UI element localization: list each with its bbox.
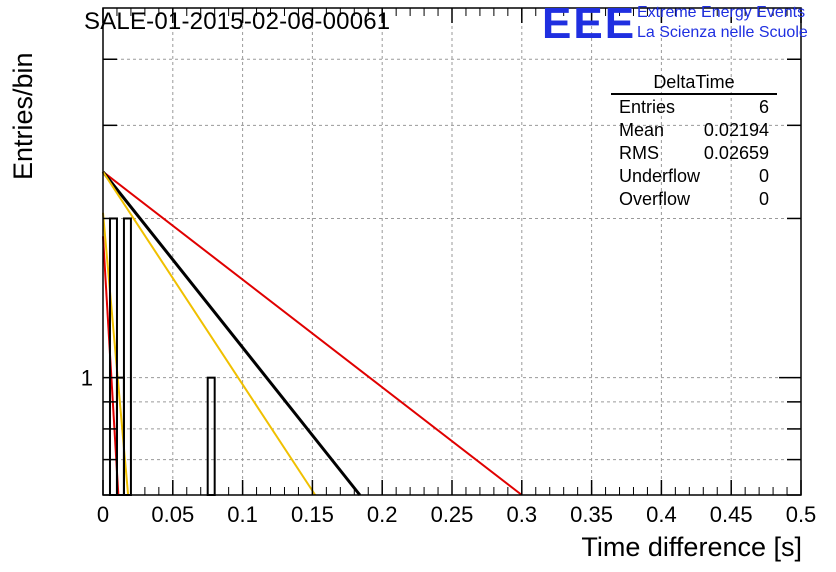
- x-tick-label: 0.4: [646, 502, 677, 527]
- x-tick-label: 0.45: [710, 502, 753, 527]
- fit-line: [102, 171, 317, 496]
- axis-ticks: [102, 8, 802, 496]
- x-tick-label: 0.3: [507, 502, 538, 527]
- x-tick-label: 0.25: [431, 502, 474, 527]
- stats-row-mean: Mean 0.02194: [611, 119, 777, 142]
- stats-label: RMS: [619, 143, 659, 163]
- stats-label: Entries: [619, 97, 676, 117]
- x-tick-label: 0.05: [151, 502, 194, 527]
- stats-label: Overflow: [619, 189, 691, 209]
- stats-label: Mean: [619, 120, 665, 140]
- stats-row-rms: RMS 0.02659: [611, 142, 777, 165]
- tick-labels: 0 0.05 0.1 0.15 0.2 0.25 0.3 0.35 0.4 0.45 0.5 1: [81, 366, 817, 527]
- x-tick-label: 0.1: [227, 502, 258, 527]
- stats-value: 0: [758, 166, 769, 186]
- stats-name: DeltaTime: [611, 72, 777, 95]
- x-tick-label: 0.2: [367, 502, 398, 527]
- fit-line: [101, 170, 362, 496]
- x-axis-label: Time difference [s]: [581, 532, 802, 562]
- stats-box: DeltaTime Entries 6 Mean 0.02194 RMS 0.0…: [611, 72, 777, 211]
- x-tick-label: 0.15: [291, 502, 334, 527]
- fit-line: [102, 171, 523, 496]
- stats-row-underflow: Underflow 0: [611, 165, 777, 188]
- stats-value: 0: [758, 189, 769, 209]
- stats-row-entries: Entries 6: [611, 96, 777, 119]
- eee-logo: EEE: [542, 0, 637, 48]
- x-tick-label: 0.35: [570, 502, 613, 527]
- stats-value: 0.02194: [703, 120, 769, 140]
- y-axis-label: Entries/bin: [8, 52, 38, 180]
- stats-value: 0.02659: [703, 143, 769, 163]
- histogram-bar: [206, 376, 216, 496]
- stats-row-overflow: Overflow 0: [611, 188, 777, 211]
- chart-title: SALE-01-2015-02-06-00061: [84, 8, 391, 35]
- logo-line-1: Extreme Energy Events: [637, 4, 806, 21]
- grid: [103, 8, 801, 496]
- x-tick-label: 0: [97, 502, 109, 527]
- stats-label: Underflow: [619, 166, 701, 186]
- y-tick-label: 1: [81, 366, 93, 391]
- x-tick-label: 0.5: [786, 502, 817, 527]
- stats-value: 6: [758, 97, 769, 117]
- logo-line-2: La Scienza nelle Scuole: [637, 24, 808, 41]
- histogram: [108, 217, 216, 497]
